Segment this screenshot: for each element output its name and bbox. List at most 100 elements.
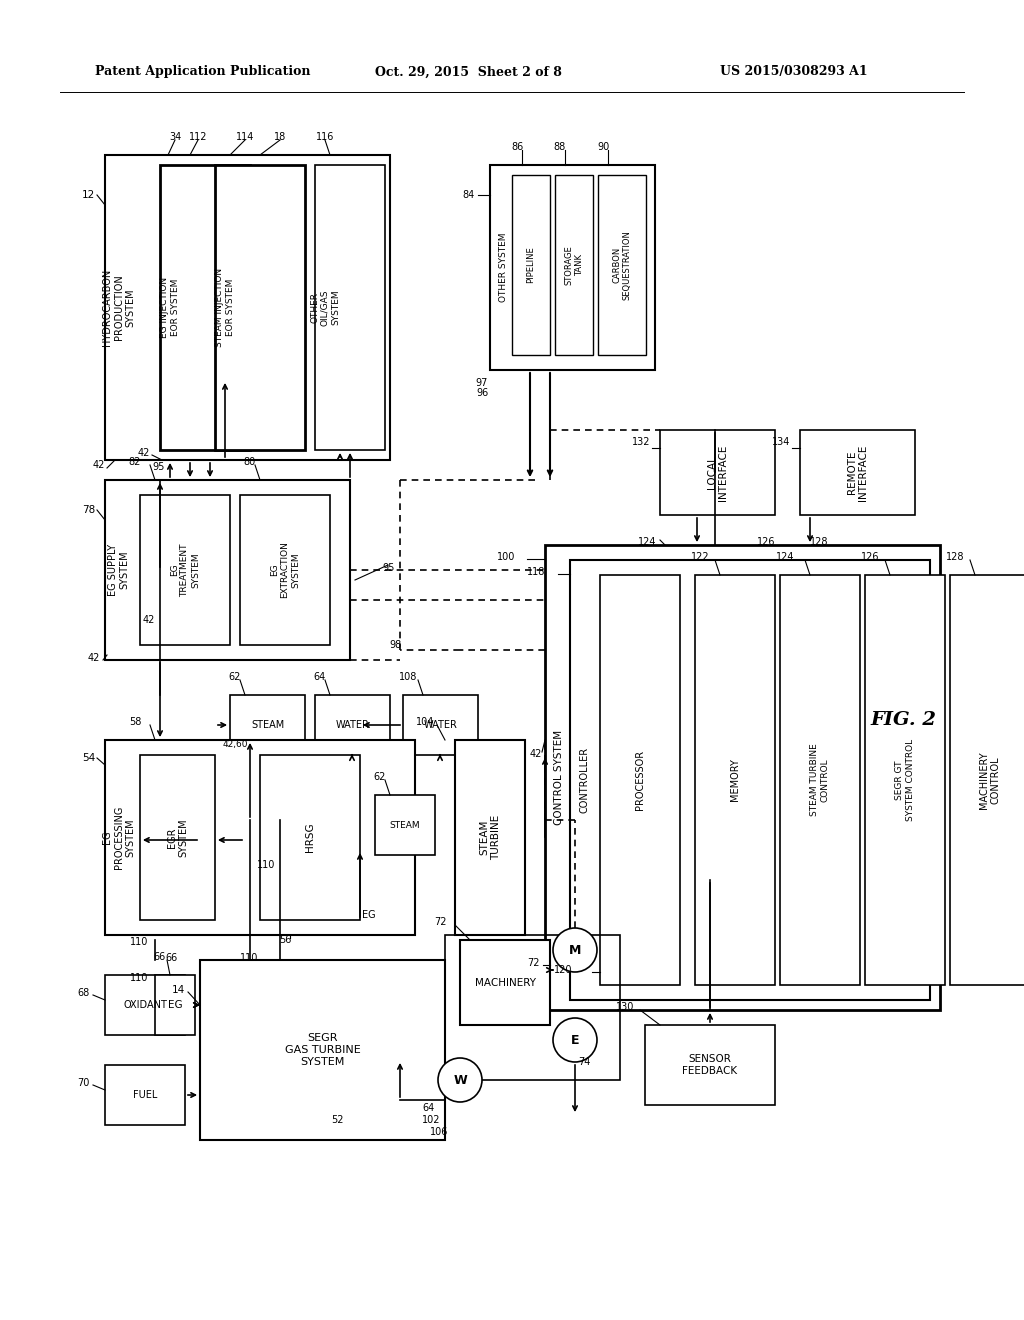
Text: 12: 12: [82, 190, 95, 201]
Text: MEMORY: MEMORY: [730, 759, 740, 801]
Bar: [950, 576, 1024, 985]
Bar: [200, 960, 445, 1140]
Text: Patent Application Publication: Patent Application Publication: [95, 66, 310, 78]
Text: 112: 112: [188, 132, 207, 143]
Bar: [600, 576, 680, 985]
Text: PROCESSOR: PROCESSOR: [635, 750, 645, 810]
Text: SEGR
GAS TURBINE
SYSTEM: SEGR GAS TURBINE SYSTEM: [285, 1034, 360, 1067]
Text: 90: 90: [597, 143, 609, 152]
Text: 66: 66: [165, 953, 177, 964]
Text: CARBON
SEQUESTRATION: CARBON SEQUESTRATION: [612, 230, 632, 300]
Bar: [215, 165, 305, 450]
Text: 102: 102: [422, 1115, 440, 1125]
Text: 78: 78: [82, 506, 95, 515]
Text: 124: 124: [776, 552, 795, 562]
Circle shape: [553, 928, 597, 972]
Bar: [780, 576, 860, 985]
Text: W: W: [454, 1073, 467, 1086]
Bar: [155, 975, 195, 1035]
Text: EG
PROCESSING
SYSTEM: EG PROCESSING SYSTEM: [102, 805, 135, 869]
Text: 18: 18: [273, 132, 286, 143]
Text: EG
EXTRACTION
SYSTEM: EG EXTRACTION SYSTEM: [270, 541, 300, 598]
Text: FIG. 2: FIG. 2: [870, 711, 936, 729]
Text: E: E: [570, 1034, 580, 1047]
Bar: [140, 755, 215, 920]
Text: 54: 54: [82, 752, 95, 763]
Text: 98: 98: [390, 640, 402, 649]
Text: US 2015/0308293 A1: US 2015/0308293 A1: [720, 66, 867, 78]
Text: 118: 118: [526, 568, 545, 577]
Bar: [555, 176, 593, 355]
Text: 14: 14: [172, 985, 185, 995]
Text: MACHINERY
CONTROL: MACHINERY CONTROL: [979, 751, 1000, 809]
Text: 42: 42: [88, 653, 100, 663]
Bar: [455, 741, 525, 935]
Text: EG: EG: [168, 1001, 182, 1010]
Bar: [160, 165, 250, 450]
Bar: [695, 576, 775, 985]
Bar: [105, 741, 415, 935]
Text: 100: 100: [497, 552, 515, 562]
Bar: [105, 480, 350, 660]
Bar: [105, 975, 185, 1035]
Text: HYDROCARBON
PRODUCTION
SYSTEM: HYDROCARBON PRODUCTION SYSTEM: [102, 269, 135, 346]
Text: 108: 108: [398, 672, 417, 682]
Bar: [403, 696, 478, 755]
Bar: [545, 545, 940, 1010]
Text: CONTROLLER: CONTROLLER: [579, 747, 589, 813]
Text: MACHINERY: MACHINERY: [474, 978, 536, 987]
Text: 70: 70: [78, 1078, 90, 1088]
Text: 124: 124: [638, 537, 656, 546]
Text: REMOTE
INTERFACE: REMOTE INTERFACE: [847, 445, 868, 500]
Text: OTHER SYSTEM: OTHER SYSTEM: [500, 232, 509, 302]
Text: 62: 62: [374, 772, 386, 781]
Text: HRSG: HRSG: [305, 822, 315, 853]
Text: 132: 132: [632, 437, 650, 447]
Text: 128: 128: [946, 552, 965, 562]
Circle shape: [553, 1018, 597, 1063]
Text: STEAM: STEAM: [390, 821, 420, 829]
Text: 126: 126: [757, 537, 775, 546]
Text: 42: 42: [142, 615, 155, 624]
Text: 110: 110: [257, 861, 275, 870]
Text: 96: 96: [476, 388, 488, 399]
Text: 126: 126: [861, 552, 880, 562]
Text: 86: 86: [511, 143, 523, 152]
Bar: [460, 940, 550, 1026]
Text: 116: 116: [315, 132, 334, 143]
Text: 128: 128: [810, 537, 828, 546]
Bar: [800, 430, 915, 515]
Text: OXIDANT: OXIDANT: [123, 1001, 167, 1010]
Text: 95: 95: [153, 462, 165, 473]
Text: 72: 72: [527, 958, 540, 968]
Text: 64: 64: [423, 1104, 435, 1113]
Text: 52: 52: [331, 1115, 344, 1125]
Text: OTHER
OIL/GAS
SYSTEM: OTHER OIL/GAS SYSTEM: [310, 289, 340, 326]
Text: FUEL: FUEL: [133, 1090, 158, 1100]
Bar: [660, 430, 775, 515]
Text: 74: 74: [578, 1057, 591, 1067]
Bar: [105, 1065, 185, 1125]
Text: STEAM: STEAM: [251, 719, 284, 730]
Text: 56: 56: [279, 935, 291, 945]
Text: EG SUPPLY
SYSTEM: EG SUPPLY SYSTEM: [109, 544, 130, 597]
Text: 42: 42: [529, 748, 542, 759]
Bar: [240, 495, 330, 645]
Text: 66: 66: [154, 952, 166, 962]
Bar: [375, 795, 435, 855]
Text: 84: 84: [463, 190, 475, 201]
Text: PIPELINE: PIPELINE: [526, 247, 536, 284]
Text: 122: 122: [690, 552, 710, 562]
Text: CONTROL SYSTEM: CONTROL SYSTEM: [554, 730, 564, 825]
Text: SENSOR
FEEDBACK: SENSOR FEEDBACK: [682, 1055, 737, 1076]
Text: STEAM
TURBINE: STEAM TURBINE: [479, 814, 501, 861]
Circle shape: [438, 1059, 482, 1102]
Text: M: M: [568, 944, 582, 957]
Text: 110: 110: [130, 973, 148, 983]
Bar: [865, 576, 945, 985]
Text: 72: 72: [434, 917, 446, 927]
Text: STORAGE
TANK: STORAGE TANK: [564, 246, 584, 285]
Bar: [315, 165, 385, 450]
Text: 120: 120: [554, 965, 572, 975]
Text: WATER: WATER: [424, 719, 458, 730]
